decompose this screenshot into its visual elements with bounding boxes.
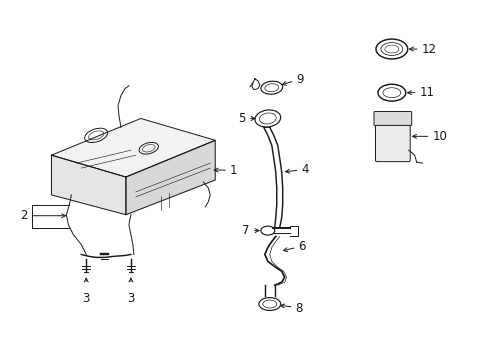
FancyBboxPatch shape	[373, 112, 411, 125]
Text: 6: 6	[298, 240, 305, 253]
Text: 5: 5	[238, 112, 245, 125]
Text: 3: 3	[82, 292, 90, 305]
Polygon shape	[51, 118, 215, 177]
Text: 11: 11	[419, 86, 434, 99]
Text: 2: 2	[20, 209, 28, 222]
Polygon shape	[126, 140, 215, 215]
Text: 7: 7	[242, 224, 249, 237]
Text: 8: 8	[295, 302, 303, 315]
Text: 9: 9	[296, 73, 304, 86]
Polygon shape	[51, 155, 126, 215]
FancyBboxPatch shape	[375, 119, 409, 162]
Text: 3: 3	[127, 292, 134, 305]
Text: 12: 12	[421, 42, 436, 55]
Text: 10: 10	[432, 130, 447, 143]
Text: 1: 1	[230, 163, 237, 176]
Text: 4: 4	[301, 163, 308, 176]
